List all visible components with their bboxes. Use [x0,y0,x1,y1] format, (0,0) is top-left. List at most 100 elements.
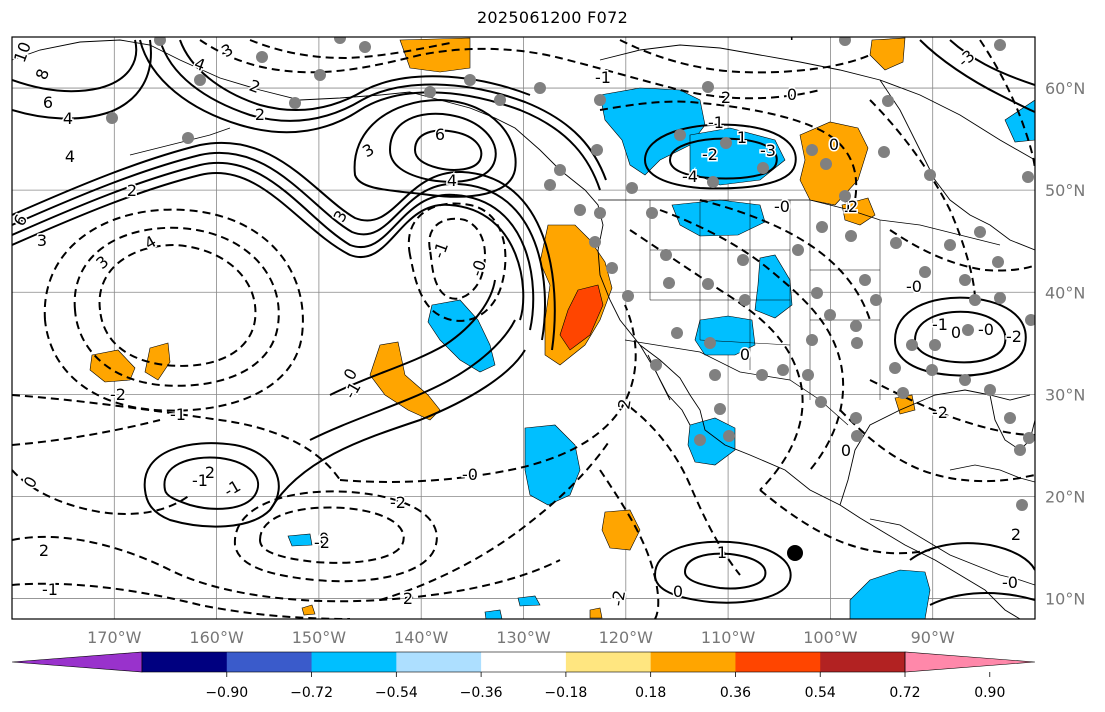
station-marker [606,262,618,274]
station-marker [870,294,882,306]
contour-gulf [839,409,1035,483]
lon-tick-label: 130°W [496,628,551,647]
contour-canada-low-2 [668,137,778,180]
station-marker [919,266,931,278]
contour-mid-1 [339,304,637,483]
colorbar: −0.90 −0.72 −0.54 −0.36 −0.18 0.18 0.36 0.54 0.7… [11,651,1036,701]
station-marker [709,369,721,381]
station-marker [256,51,268,63]
shade-pos-canada-s [841,197,876,226]
station-marker [589,236,601,248]
station-marker [1004,412,1016,424]
negative-shading [287,87,1035,619]
contour-label: -2 [110,385,126,404]
station-marker [714,403,726,415]
station-marker [464,74,476,86]
contour-label: 4 [447,171,457,190]
contour-jet-2 [12,162,535,331]
coastline-canada-north [599,44,1035,161]
contour-label: -0 [1002,573,1018,592]
station-marker [663,277,675,289]
contour-label: -0 [906,277,922,296]
contour-canada-low [643,123,797,190]
station-marker [650,359,662,371]
station-marker [859,274,871,286]
contour-label: -2 [608,589,629,608]
station-marker [554,164,566,176]
contour-mex-1 [619,399,741,576]
contour-label: 0 [740,345,750,364]
contour-pac-trough-1 [12,394,341,481]
contour-ridge-2 [309,319,516,441]
contour-high-alaska-3 [353,98,517,198]
station-marker [962,324,974,336]
shade-neg-small2 [517,595,541,607]
station-marker [816,221,828,233]
contour-label: -0 [774,197,790,216]
lon-tick-label: 140°W [394,628,449,647]
colorbar-segment [650,652,736,672]
contour-label: 0 [829,135,839,154]
contour-north-dash-3 [619,39,871,74]
colorbar-segment [311,652,397,672]
station-marker [359,41,371,53]
colorbar-extend-high [904,651,1036,673]
contour-canada-dash [599,100,858,201]
lat-tick-label: 30°N [1045,385,1085,404]
station-marker [777,364,789,376]
contour-pac-low-2 [73,226,280,387]
station-marker [622,290,634,302]
station-marker [674,129,686,141]
contour-central-am-2 [929,592,1035,606]
station-marker [694,434,706,446]
lat-tick-label: 40°N [1045,283,1085,302]
lon-tick-label: 170°W [87,628,142,647]
contour-interior-1 [629,229,804,491]
colorbar-tick-label: 0.18 [635,685,666,701]
station-marker [851,430,863,442]
station-marker [882,95,894,107]
station-markers [106,37,1035,511]
contour-label: -1 [192,471,208,490]
contour-label: 6 [435,125,445,144]
lon-tick-label: 90°W [911,628,955,647]
station-marker [494,94,506,106]
station-marker [944,239,956,251]
shade-neg-baja [524,424,581,506]
colorbar-tick-label: 0.54 [805,685,836,701]
station-marker [792,244,804,256]
station-marker [574,204,586,216]
contour-nw-corner-1 [12,39,138,93]
contour-mex-2 [599,469,660,619]
contour-east-low-2 [913,310,1007,364]
contour-label: 2 [848,197,858,216]
contour-sw-low [258,506,405,564]
contour-trough-west-2 [407,202,507,322]
station-marker [897,387,909,399]
shade-neg-plains [754,254,793,319]
central-america [869,518,1035,586]
contour-label: 0 [951,323,961,342]
station-marker [815,396,827,408]
station-marker [702,81,714,93]
colorbar-segment [481,652,567,672]
shade-neg-montana [671,199,766,237]
contour-label: 2 [255,105,265,124]
coastline-hudson [879,79,1035,251]
station-marker [707,176,719,188]
station-marker [845,230,857,242]
shade-neg-central-am [849,569,931,619]
station-marker [850,320,862,332]
lon-tick-label: 100°W [803,628,858,647]
contour-pac-low-1 [98,243,257,367]
station-marker [924,169,936,181]
station-marker [824,309,836,321]
contour-label: -4 [682,167,698,186]
contour-label: -2 [702,145,718,164]
contour-high-alaska [388,112,497,183]
contour-label: -1 [932,315,948,334]
lon-tick-label: 110°W [701,628,756,647]
station-marker [720,137,732,149]
contour-jet-3 [12,152,546,341]
